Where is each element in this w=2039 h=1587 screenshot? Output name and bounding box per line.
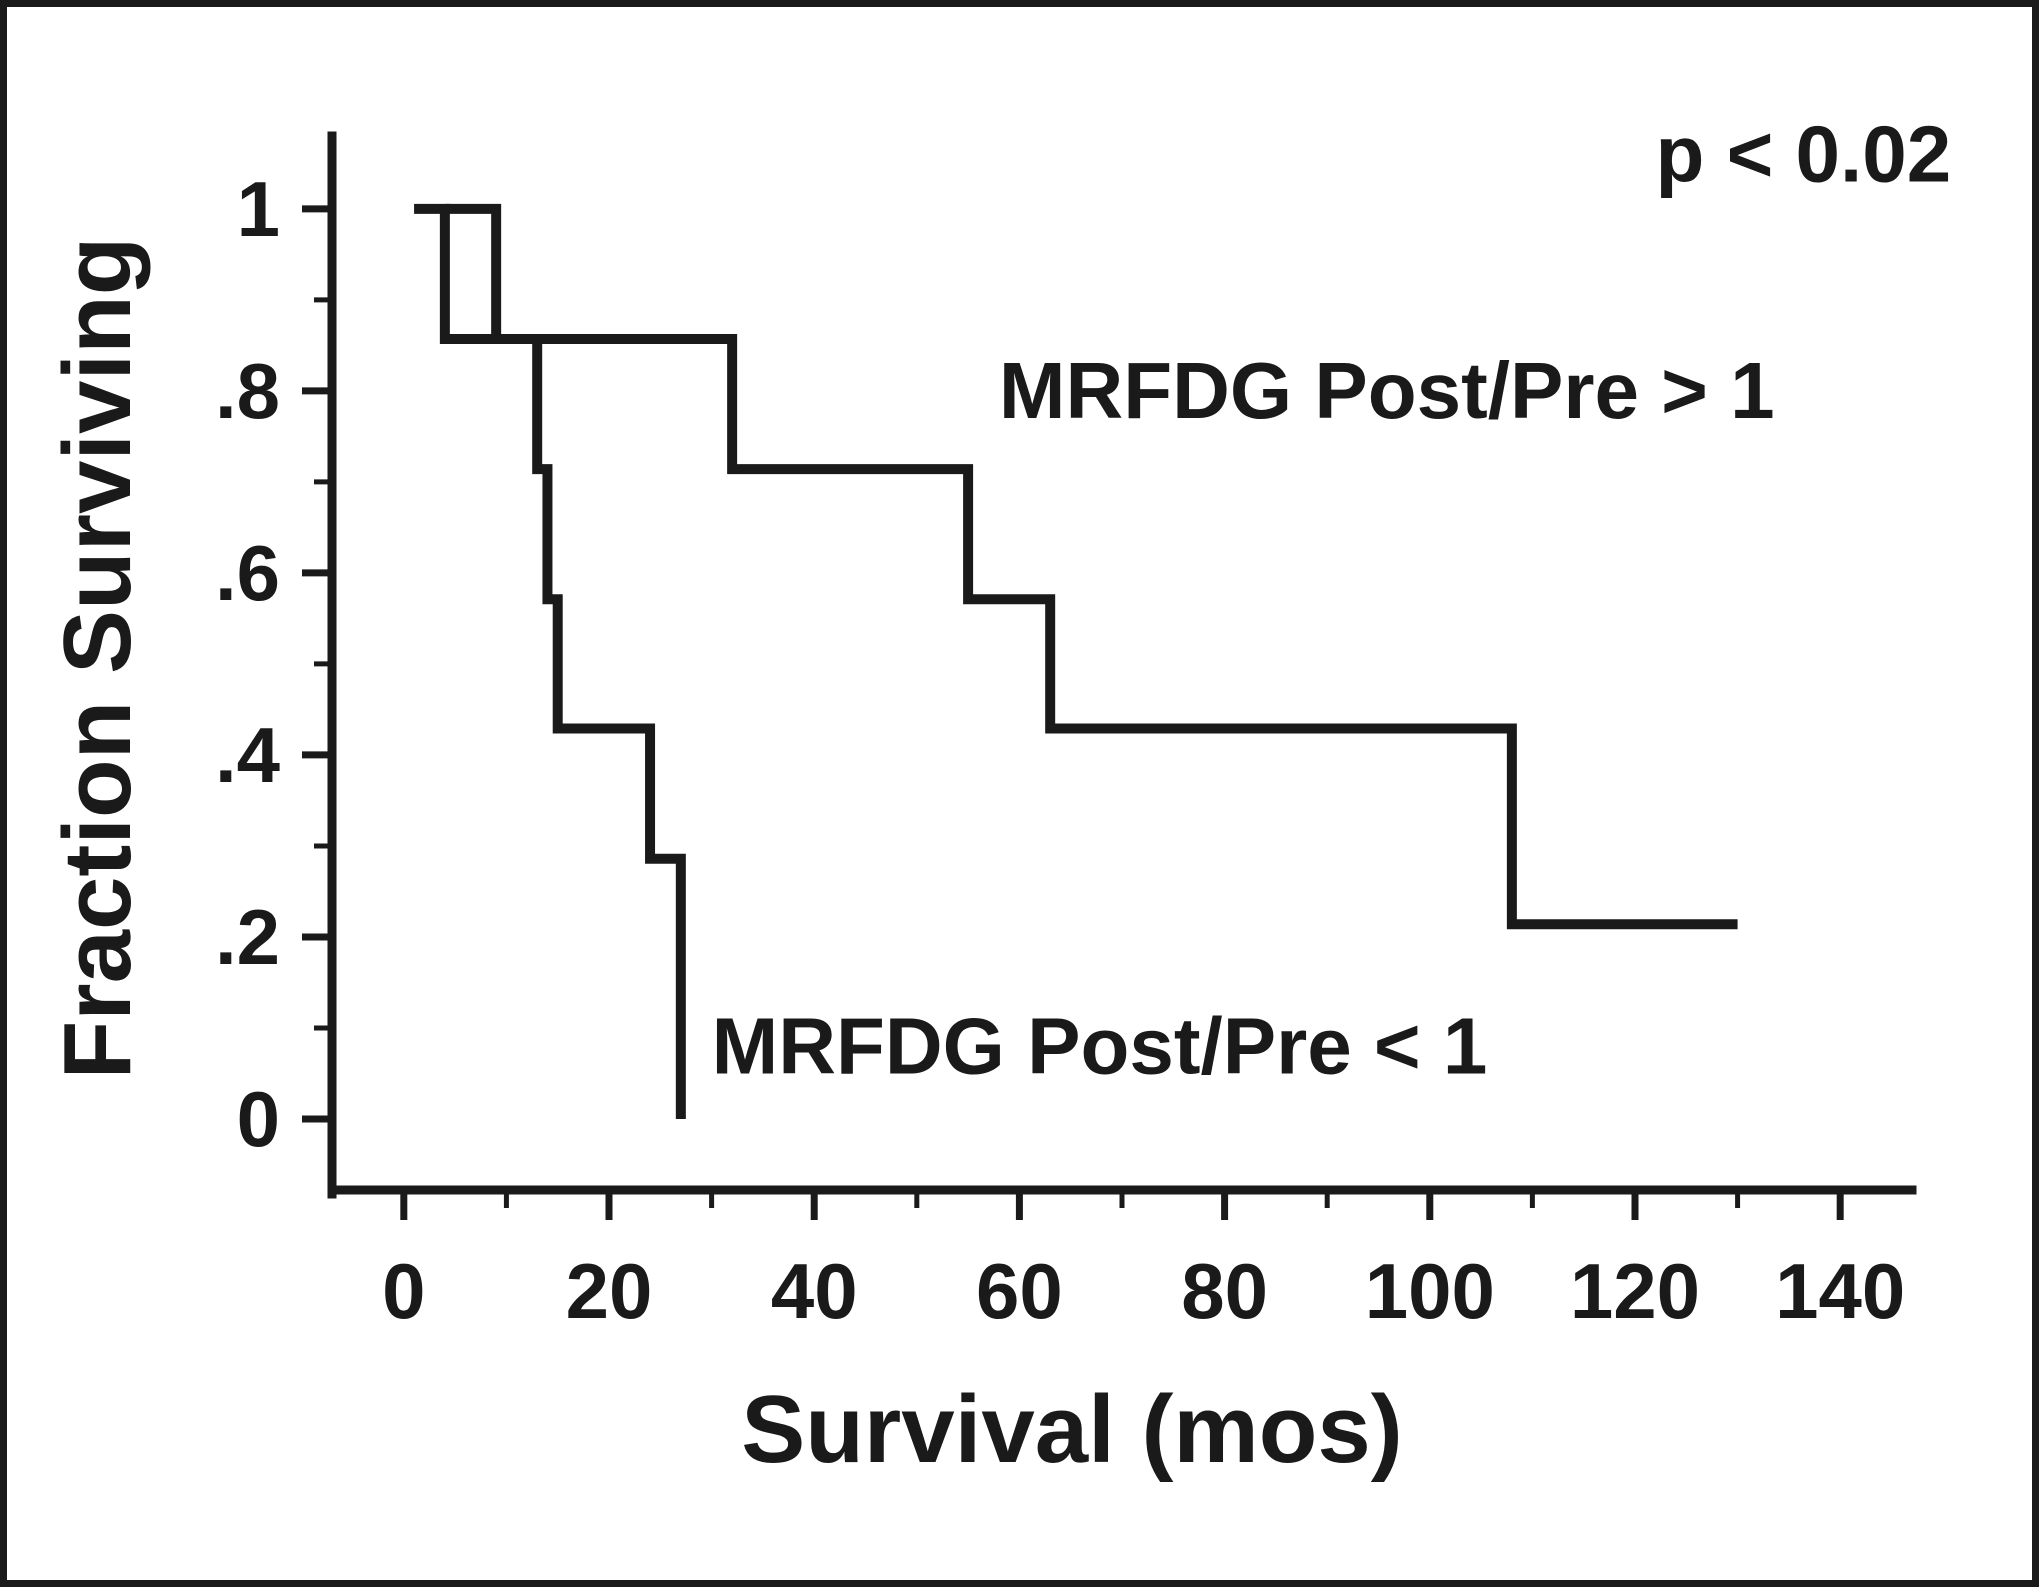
series-label-post-pre-lt-1: MRFDG Post/Pre < 1 — [712, 1001, 1488, 1090]
x-axis-title: Survival (mos) — [741, 1376, 1403, 1483]
x-tick-label: 20 — [566, 1247, 653, 1335]
y-tick-label: 1 — [237, 165, 280, 253]
y-tick-label: .2 — [215, 893, 280, 981]
ticks — [302, 205, 1844, 1220]
labels-group: 0 .2 .4 .6 .8 1 0 20 40 60 80 100 120 140 Survival (mo… — [44, 110, 1951, 1483]
series-line-post-pre-lt-1 — [444, 203, 686, 1120]
x-tick-label: 0 — [382, 1247, 425, 1335]
x-tick-label: 120 — [1570, 1247, 1700, 1335]
y-tick-label: 0 — [237, 1075, 280, 1163]
series-line-post-pre-gt-1 — [414, 203, 1738, 930]
x-tick-label: 40 — [771, 1247, 858, 1335]
y-tick-label: .4 — [215, 711, 280, 799]
x-tick-label: 100 — [1365, 1247, 1495, 1335]
p-value-annotation: p < 0.02 — [1656, 110, 1952, 199]
x-tick-label: 60 — [976, 1247, 1063, 1335]
y-tick-label: .6 — [215, 529, 280, 617]
x-tick-label: 80 — [1181, 1247, 1268, 1335]
y-tick-label: .8 — [215, 347, 280, 435]
x-tick-label: 140 — [1775, 1247, 1905, 1335]
series-group — [414, 203, 1738, 1120]
y-axis-title: Fraction Surviving — [44, 237, 151, 1080]
series-label-post-pre-gt-1: MRFDG Post/Pre > 1 — [999, 346, 1775, 435]
